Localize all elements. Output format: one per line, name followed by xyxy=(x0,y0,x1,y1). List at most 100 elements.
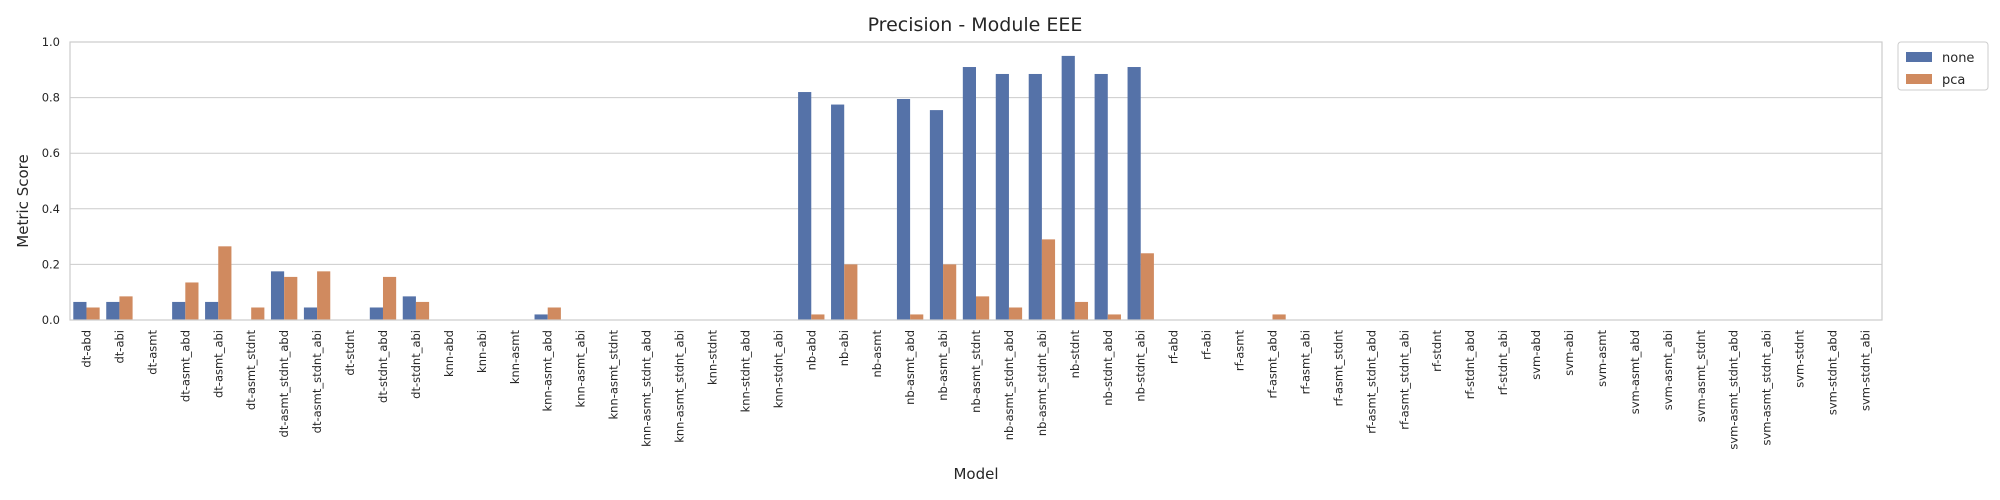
x-axis-label: Model xyxy=(953,465,998,483)
bar-pca-dt-abd xyxy=(86,307,100,320)
bar-pca-dt-stdnt_abi xyxy=(415,301,430,320)
x-tick-label: rf-asmt_stdnt_abd xyxy=(1364,330,1378,434)
bar-none-nb-abi xyxy=(831,104,845,320)
y-tick-label: 0.8 xyxy=(42,91,60,105)
y-axis-ticks: 0.0 0.2 0.4 0.6 0.8 1.0 xyxy=(42,35,60,327)
y-tick-label: 0.6 xyxy=(42,146,60,160)
bar-pca-dt-stdnt_abd xyxy=(382,276,397,320)
bar-pca-nb-asmt_abd xyxy=(910,314,924,320)
bar-pca-nb-asmt_stdnt_abi xyxy=(1041,239,1056,320)
bar-none-dt-asmt_abd xyxy=(172,301,186,320)
x-tick-label: nb-asmt xyxy=(870,330,884,378)
x-tick-label: dt-asmt_stdnt xyxy=(244,330,258,411)
x-tick-label: svm-asmt_stdnt_abi xyxy=(1760,330,1774,446)
x-tick-label: rf-asmt_abd xyxy=(1266,330,1280,398)
x-tick-label: svm-abd xyxy=(1529,330,1543,380)
bar-none-nb-asmt_stdnt_abd xyxy=(995,73,1009,320)
x-tick-label: svm-stdnt_abd xyxy=(1826,330,1840,415)
x-tick-label: nb-stdnt xyxy=(1068,330,1082,379)
bars xyxy=(73,55,1286,321)
x-tick-label: svm-asmt_stdnt xyxy=(1694,330,1708,423)
bar-none-nb-asmt_stdnt xyxy=(962,67,976,321)
y-tick-label: 1.0 xyxy=(42,35,60,49)
x-tick-label: nb-abi xyxy=(837,330,851,366)
bar-pca-nb-asmt_stdnt xyxy=(976,296,990,320)
x-tick-label: dt-asmt_abi xyxy=(211,330,225,398)
x-tick-label: rf-stdnt xyxy=(1430,330,1444,372)
x-tick-label: knn-asmt_stdnt_abd xyxy=(640,330,654,447)
bar-pca-dt-asmt_stdnt_abi xyxy=(317,271,331,320)
bar-none-nb-stdnt xyxy=(1061,55,1075,321)
x-tick-label: nb-asmt_abd xyxy=(903,330,917,405)
bar-none-dt-asmt_stdnt_abi xyxy=(303,307,318,320)
x-tick-label: svm-abi xyxy=(1562,330,1576,376)
x-tick-label: knn-abi xyxy=(475,330,489,373)
legend-label-none: none xyxy=(1942,51,1974,66)
x-tick-label: nb-stdnt_abi xyxy=(1134,330,1148,402)
bar-none-dt-stdnt_abd xyxy=(369,307,383,320)
bar-pca-knn-asmt_abd xyxy=(547,307,561,320)
bar-none-nb-asmt_stdnt_abi xyxy=(1028,73,1042,320)
x-tick-label: dt-abd xyxy=(79,330,93,368)
x-tick-label: dt-asmt_stdnt_abd xyxy=(277,330,291,437)
x-tick-label: knn-asmt_stdnt_abi xyxy=(672,330,686,443)
x-tick-label: knn-asmt_stdnt xyxy=(607,330,621,420)
x-tick-label: rf-asmt_stdnt xyxy=(1331,330,1345,407)
x-tick-label: knn-stdnt_abi xyxy=(771,330,785,408)
bar-pca-rf-asmt_abd xyxy=(1272,314,1286,320)
bar-pca-nb-abd xyxy=(811,314,825,320)
x-tick-label: nb-abd xyxy=(804,330,818,370)
bar-none-nb-asmt_abd xyxy=(896,98,911,321)
bar-none-dt-asmt_stdnt_abd xyxy=(270,271,285,320)
bar-pca-dt-asmt_abd xyxy=(185,282,199,320)
x-tick-label: svm-asmt xyxy=(1595,330,1609,387)
bar-none-knn-asmt_abd xyxy=(534,314,548,320)
x-tick-label: rf-abi xyxy=(1200,330,1214,360)
chart-title: Precision - Module EEE xyxy=(868,14,1083,36)
legend-swatch-none xyxy=(1906,52,1932,62)
bar-pca-dt-asmt_abi xyxy=(218,246,232,320)
bar-none-dt-abi xyxy=(106,301,120,320)
x-tick-label: svm-asmt_abd xyxy=(1628,330,1642,414)
x-tick-label: knn-asmt xyxy=(508,330,522,385)
x-tick-label: rf-asmt xyxy=(1233,330,1247,372)
plot-frame xyxy=(69,41,1883,321)
x-tick-label: rf-asmt_stdnt_abi xyxy=(1397,330,1411,430)
x-tick-label: dt-asmt xyxy=(145,330,159,375)
bar-none-nb-asmt_abi xyxy=(929,110,944,320)
legend-label-pca: pca xyxy=(1942,73,1965,88)
x-tick-label: rf-stdnt_abd xyxy=(1463,330,1477,399)
bar-pca-nb-stdnt_abd xyxy=(1107,314,1121,320)
bar-none-nb-stdnt_abi xyxy=(1127,67,1141,321)
bar-none-nb-stdnt_abd xyxy=(1094,73,1108,320)
x-tick-label: dt-stdnt_abi xyxy=(409,330,423,399)
y-axis-label: Metric Score xyxy=(14,154,32,247)
x-tick-label: rf-stdnt_abi xyxy=(1496,330,1510,395)
bar-none-dt-abd xyxy=(73,301,87,320)
x-tick-label: knn-abd xyxy=(442,330,456,377)
bar-pca-nb-asmt_abi xyxy=(943,264,957,320)
legend-swatch-pca xyxy=(1906,74,1932,84)
x-tick-label: rf-abd xyxy=(1167,330,1181,364)
x-tick-label: nb-asmt_stdnt xyxy=(969,330,983,413)
legend: none pca xyxy=(1897,41,1989,91)
x-tick-label: dt-stdnt xyxy=(343,330,357,376)
x-tick-label: knn-stdnt xyxy=(705,330,719,385)
y-tick-label: 0.0 xyxy=(42,313,60,327)
x-tick-label: nb-asmt_stdnt_abi xyxy=(1035,330,1049,436)
x-tick-label: knn-stdnt_abd xyxy=(738,330,752,412)
bar-pca-dt-asmt_stdnt_abd xyxy=(284,276,298,320)
x-tick-label: svm-stdnt xyxy=(1793,330,1807,388)
y-tick-label: 0.4 xyxy=(42,202,60,216)
bar-pca-nb-asmt_stdnt_abd xyxy=(1008,307,1023,320)
bar-pca-dt-asmt_stdnt xyxy=(251,307,265,320)
bar-pca-nb-stdnt xyxy=(1074,301,1089,320)
x-tick-label: nb-asmt_abi xyxy=(936,330,950,401)
bar-pca-nb-stdnt_abi xyxy=(1140,253,1154,320)
x-tick-label: dt-asmt_abd xyxy=(178,330,192,402)
bar-pca-nb-abi xyxy=(844,264,858,320)
bar-none-dt-stdnt_abi xyxy=(402,296,416,320)
x-tick-label: knn-asmt_abd xyxy=(541,330,555,412)
x-tick-label: svm-asmt_stdnt_abd xyxy=(1727,330,1741,450)
